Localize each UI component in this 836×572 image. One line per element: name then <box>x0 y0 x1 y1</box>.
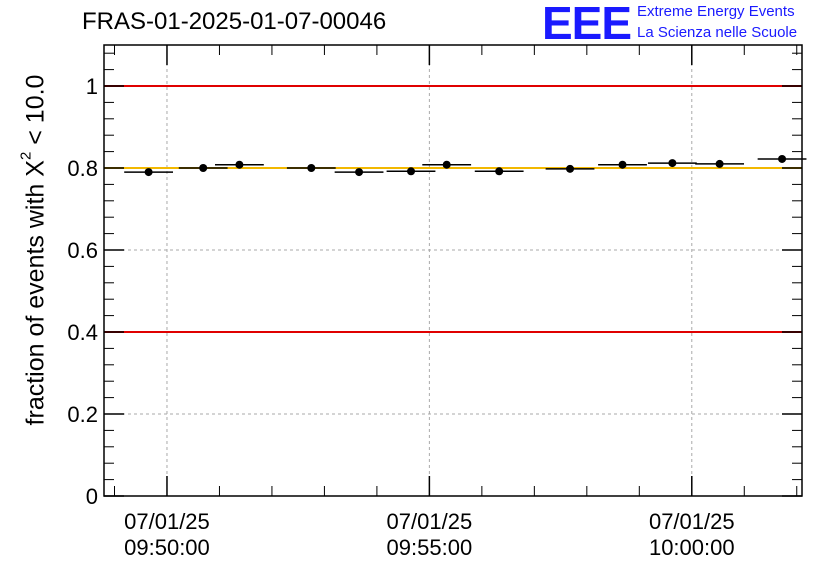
data-point-12 <box>778 154 787 163</box>
data-point-11 <box>715 159 724 168</box>
data-point-10 <box>668 159 677 168</box>
y-tick-label-5: 1 <box>86 74 98 99</box>
y-tick-label-3: 0.6 <box>67 238 98 263</box>
data-point-4 <box>355 168 364 177</box>
data-point-0 <box>144 168 153 177</box>
y-tick-label-4: 0.8 <box>67 156 98 181</box>
x-tick-label-1: 07/01/25 09:55:00 <box>386 509 473 560</box>
data-point-8 <box>566 164 575 173</box>
logo-line-2: La Scienza nelle Scuole <box>637 24 798 41</box>
plot-frame <box>103 44 803 497</box>
eee-logo-mark: EEE <box>542 0 632 49</box>
chart-title: FRAS-01-2025-01-07-00046 <box>82 8 387 35</box>
data-point-6 <box>442 160 451 169</box>
x-tick-label-0: 07/01/25 09:50:00 <box>124 509 210 560</box>
logo-line-1: Extreme Energy Events <box>637 3 795 20</box>
data-point-3 <box>307 164 316 172</box>
y-axis-label: fraction of events with X2 < 10.0 <box>17 74 50 426</box>
data-point-2 <box>235 160 244 169</box>
x-tick-label-2: 07/01/25 10:00:00 <box>648 509 735 560</box>
y-tick-label-1: 0.2 <box>67 402 98 427</box>
y-tick-label-0: 0 <box>86 484 98 509</box>
data-point-9 <box>618 160 627 169</box>
data-point-1 <box>199 164 208 172</box>
data-point-5 <box>407 167 416 176</box>
data-point-7 <box>495 167 504 176</box>
y-tick-label-2: 0.4 <box>67 320 98 345</box>
